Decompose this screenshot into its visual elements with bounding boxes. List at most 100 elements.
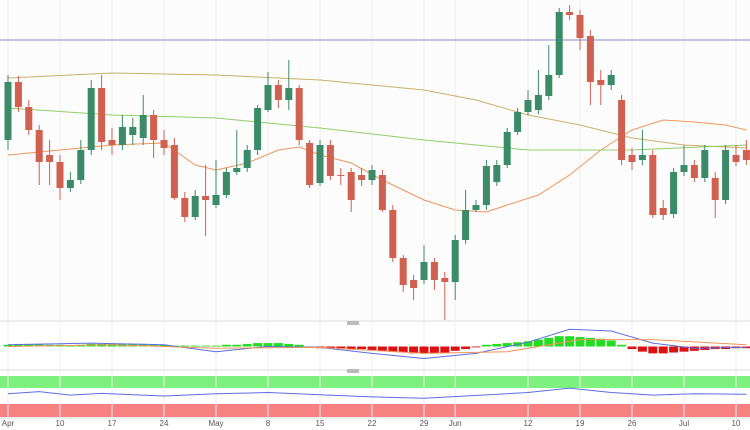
histogram-bar <box>450 346 460 351</box>
x-tick-label: 29 <box>420 419 429 428</box>
x-tick-label: May <box>208 419 223 428</box>
x-tick-label: Jun <box>449 419 462 428</box>
x-tick-label: 12 <box>524 419 533 428</box>
candle-body <box>118 127 126 145</box>
candle-body <box>670 172 678 214</box>
histogram-bar <box>637 346 647 352</box>
x-tick-label: 22 <box>368 419 377 428</box>
candle-body <box>233 168 241 172</box>
x-tick-label: 17 <box>108 419 117 428</box>
x-tick-label: 10 <box>732 419 741 428</box>
line <box>7 119 747 213</box>
candle-body <box>222 172 230 195</box>
histogram-bar <box>13 343 23 347</box>
candle-body <box>732 155 740 162</box>
candle-body <box>680 165 688 172</box>
marks <box>0 5 750 399</box>
histogram-bar <box>585 337 595 347</box>
candle-body <box>690 165 698 178</box>
histogram-bar <box>627 346 637 350</box>
candle-body <box>649 155 657 215</box>
histogram-bar <box>294 344 304 347</box>
candle-body <box>358 175 366 180</box>
candle-body <box>472 205 480 210</box>
candle-body <box>326 145 334 176</box>
candle-body <box>212 195 220 205</box>
histogram-bar <box>398 346 408 353</box>
candle-body <box>306 143 314 185</box>
histogram-bar <box>377 346 387 351</box>
histogram-bar <box>523 341 533 347</box>
histogram-bar <box>242 343 252 347</box>
histogram-bar <box>65 345 75 347</box>
candle-body <box>160 140 168 148</box>
candle-body <box>254 108 262 150</box>
line <box>7 387 747 399</box>
candle-body <box>4 82 12 140</box>
candle-body <box>493 165 501 182</box>
histogram-bar <box>159 344 169 347</box>
candle-body <box>430 262 438 280</box>
candle-body <box>410 280 418 288</box>
candle-body <box>129 127 137 135</box>
candle-body <box>150 115 158 140</box>
histogram-bar <box>34 343 44 347</box>
candle-body <box>46 155 54 162</box>
histogram-bar <box>346 346 356 350</box>
histogram-bar <box>679 346 689 352</box>
candle-body <box>264 85 272 110</box>
candle-body <box>576 15 584 38</box>
histogram-bar <box>554 336 564 347</box>
candle-body <box>35 130 43 162</box>
oversold-band <box>0 404 750 417</box>
candle-body <box>618 100 626 160</box>
histogram-bar <box>606 340 616 347</box>
histogram-bar <box>190 345 200 347</box>
histogram-bar <box>440 346 450 353</box>
candle-body <box>514 112 522 132</box>
candle-body <box>181 198 189 217</box>
candle-body <box>347 172 355 200</box>
candle-body <box>555 12 563 75</box>
candle-body <box>170 145 178 198</box>
candle-body <box>545 75 553 96</box>
candle-body <box>742 150 750 160</box>
x-tick-label: 24 <box>160 419 169 428</box>
histogram-bar <box>3 344 13 347</box>
candle-body <box>316 145 324 183</box>
histogram-bar <box>533 339 543 347</box>
x-tick-label: 19 <box>576 419 585 428</box>
candle-body <box>638 155 646 160</box>
candle-body <box>14 82 22 107</box>
candle-body <box>701 150 709 178</box>
x-tick-label: 15 <box>316 419 325 428</box>
histogram-bar <box>617 344 627 347</box>
candle-body <box>389 210 397 258</box>
histogram-bar <box>263 343 273 347</box>
candle-body <box>722 150 730 200</box>
histogram-bar <box>221 344 231 347</box>
candle-body <box>98 88 106 142</box>
panel-handle[interactable] <box>347 321 359 325</box>
histogram-bar <box>419 346 429 354</box>
histogram-bar <box>284 343 294 347</box>
histogram-bar <box>201 345 211 347</box>
histogram-bar <box>461 346 471 350</box>
histogram-bar <box>669 346 679 353</box>
candle-body <box>77 150 85 180</box>
panel-handle[interactable] <box>347 369 359 373</box>
candle-body <box>108 140 116 145</box>
candle-body <box>378 175 386 210</box>
histogram-bar <box>502 343 512 347</box>
candle-body <box>56 162 64 188</box>
candle-body <box>66 180 74 188</box>
candle-body <box>628 155 636 162</box>
candle-body <box>399 258 407 285</box>
candle-body <box>534 95 542 110</box>
candle-body <box>659 208 667 215</box>
candle-body <box>607 75 615 85</box>
histogram-bar <box>273 343 283 347</box>
candle-body <box>503 132 511 165</box>
x-tick-label: 8 <box>266 419 271 428</box>
overbought-band <box>0 376 750 388</box>
